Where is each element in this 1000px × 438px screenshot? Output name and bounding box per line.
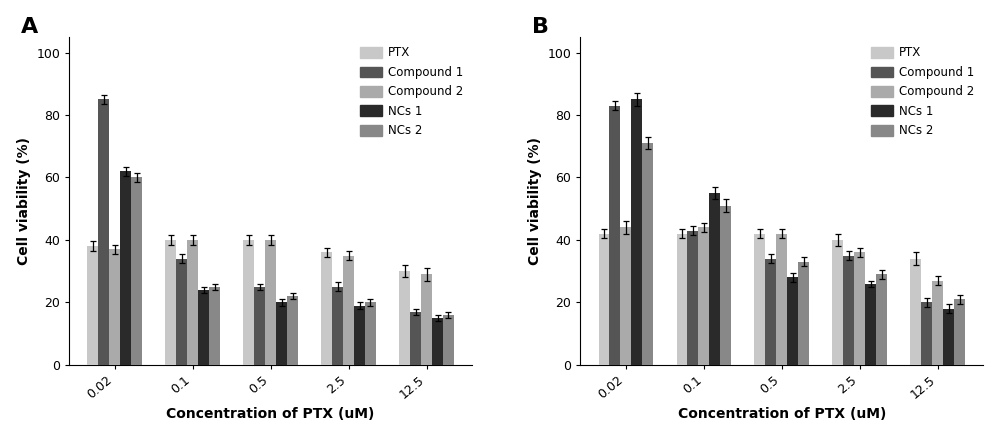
Bar bbox=[843, 255, 854, 365]
Bar bbox=[876, 274, 887, 365]
Bar bbox=[642, 143, 653, 365]
Bar bbox=[910, 259, 921, 365]
Bar bbox=[287, 296, 298, 365]
Bar bbox=[698, 227, 709, 365]
Bar bbox=[120, 171, 131, 365]
Text: B: B bbox=[532, 17, 549, 37]
Bar bbox=[276, 302, 287, 365]
Bar bbox=[709, 193, 720, 365]
Y-axis label: Cell viability (%): Cell viability (%) bbox=[528, 137, 542, 265]
Bar bbox=[687, 230, 698, 365]
Bar bbox=[754, 234, 765, 365]
Bar bbox=[620, 227, 631, 365]
Bar bbox=[609, 106, 620, 365]
Bar bbox=[198, 290, 209, 365]
Bar bbox=[98, 99, 109, 365]
Bar bbox=[432, 318, 443, 365]
Bar bbox=[343, 255, 354, 365]
Bar bbox=[332, 287, 343, 365]
Bar bbox=[854, 252, 865, 365]
Bar bbox=[265, 240, 276, 365]
Bar bbox=[321, 252, 332, 365]
Bar bbox=[865, 284, 876, 365]
Bar bbox=[954, 299, 965, 365]
Bar bbox=[943, 309, 954, 365]
Bar bbox=[787, 277, 798, 365]
Bar bbox=[776, 234, 787, 365]
Legend: PTX, Compound 1, Compound 2, NCs 1, NCs 2: PTX, Compound 1, Compound 2, NCs 1, NCs … bbox=[357, 43, 466, 141]
Bar bbox=[765, 259, 776, 365]
Legend: PTX, Compound 1, Compound 2, NCs 1, NCs 2: PTX, Compound 1, Compound 2, NCs 1, NCs … bbox=[868, 43, 977, 141]
Bar bbox=[109, 249, 120, 365]
Bar bbox=[187, 240, 198, 365]
Bar bbox=[165, 240, 176, 365]
Bar bbox=[599, 234, 609, 365]
Bar bbox=[254, 287, 265, 365]
X-axis label: Concentration of PTX (uM): Concentration of PTX (uM) bbox=[678, 407, 886, 421]
Bar bbox=[410, 312, 421, 365]
X-axis label: Concentration of PTX (uM): Concentration of PTX (uM) bbox=[166, 407, 375, 421]
Bar bbox=[798, 262, 809, 365]
Bar bbox=[399, 271, 410, 365]
Bar bbox=[677, 234, 687, 365]
Bar bbox=[631, 99, 642, 365]
Bar bbox=[365, 302, 376, 365]
Y-axis label: Cell viability (%): Cell viability (%) bbox=[17, 137, 31, 265]
Bar bbox=[443, 315, 454, 365]
Bar bbox=[131, 177, 142, 365]
Bar bbox=[209, 287, 220, 365]
Bar bbox=[354, 306, 365, 365]
Bar bbox=[932, 280, 943, 365]
Bar bbox=[832, 240, 843, 365]
Text: A: A bbox=[21, 17, 38, 37]
Bar bbox=[176, 259, 187, 365]
Bar bbox=[720, 205, 731, 365]
Bar bbox=[421, 274, 432, 365]
Bar bbox=[87, 246, 98, 365]
Bar bbox=[921, 302, 932, 365]
Bar bbox=[243, 240, 254, 365]
